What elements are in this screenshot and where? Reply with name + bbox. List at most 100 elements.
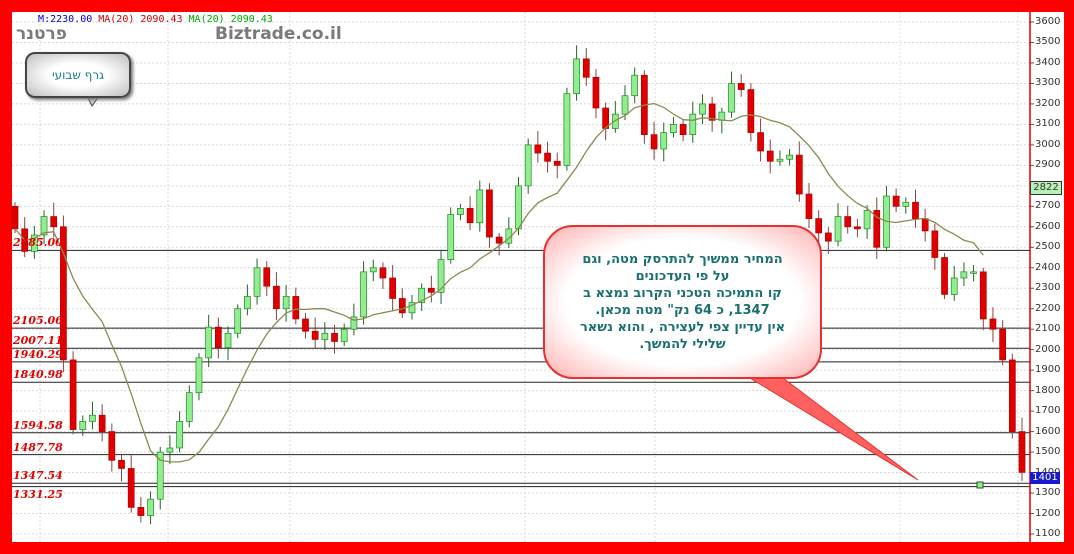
candle-down	[979, 271, 987, 320]
candle-down	[11, 205, 19, 230]
candle-up	[418, 287, 426, 303]
candle-up	[699, 103, 706, 115]
y-tick-label: 1500	[1035, 446, 1061, 458]
level-label: 2007.11	[13, 334, 63, 348]
candle-down	[931, 230, 939, 258]
candle-up	[689, 113, 697, 135]
y-tick-label: 3500	[1035, 36, 1061, 48]
candle-down	[815, 218, 823, 234]
y-tick-label: 2000	[1035, 343, 1061, 355]
candle-down	[137, 507, 145, 516]
candle-down	[98, 414, 106, 432]
candle-up	[234, 308, 242, 334]
candle-down	[118, 459, 125, 469]
y-tick-label: 3100	[1035, 118, 1061, 130]
candle-up	[573, 58, 580, 95]
level-label: 1594.58	[13, 418, 63, 432]
header-item: MA(20) 2090.43	[98, 14, 183, 25]
y-tick-label: 1200	[1035, 507, 1061, 519]
y-tick-label: 1100	[1035, 528, 1061, 539]
indicator-header: M:2230.00 MA(20) 2090.43 MA(20) 2090.43	[26, 2, 279, 26]
candle-down	[60, 226, 67, 361]
header-item: M:2230.00	[38, 14, 93, 25]
analysis-callout: המחיר ממשיך להתרסק מטה, וגם על פי העדכונ…	[543, 225, 822, 379]
candle-up	[156, 451, 164, 500]
y-tick-label: 1600	[1035, 425, 1061, 437]
candle-down	[679, 124, 687, 135]
candle-down	[214, 326, 222, 348]
candle-up	[902, 201, 910, 207]
plot-background	[12, 12, 1064, 542]
candle-up	[253, 267, 261, 297]
candle-down	[1008, 359, 1016, 432]
y-tick-label: 3600	[1035, 16, 1061, 27]
candle-up	[776, 158, 784, 162]
candle-up	[728, 83, 735, 113]
y-tick-label: 1900	[1035, 364, 1061, 376]
candle-down	[941, 257, 948, 295]
candle-up	[621, 95, 629, 115]
level-label: 2485.00	[13, 236, 63, 250]
candle-up	[408, 302, 416, 314]
marker-square	[976, 481, 984, 489]
callout-line: שלילי להמשך.	[639, 337, 726, 352]
y-tick-label: 2100	[1035, 323, 1061, 335]
candle-up	[360, 271, 367, 318]
candle-down	[331, 332, 338, 342]
candle-up	[195, 357, 203, 394]
candle-up	[40, 216, 48, 236]
candle-up	[834, 216, 842, 242]
candle-up	[166, 447, 174, 453]
candle-up	[205, 326, 213, 359]
candle-up	[350, 316, 358, 330]
candle-up	[563, 93, 571, 166]
candle-up	[321, 332, 329, 340]
candle-up	[457, 208, 464, 215]
candle-down	[379, 267, 387, 279]
candle-down	[389, 277, 396, 299]
candle-up	[31, 234, 38, 252]
support-levels	[12, 249, 1030, 488]
candle-up	[224, 332, 232, 348]
level-label: 1331.25	[13, 487, 63, 501]
candle-up	[282, 296, 290, 310]
candle-up	[611, 113, 619, 129]
level-label: 1347.54	[13, 469, 63, 483]
moving-average-line	[14, 102, 984, 463]
candle-down	[127, 468, 135, 508]
candle-down	[263, 267, 271, 287]
candle-up	[369, 267, 377, 273]
y-tick-label: 1700	[1035, 405, 1061, 417]
candle-down	[428, 287, 435, 293]
candle-down	[921, 218, 929, 232]
candle-up	[176, 421, 183, 449]
candle-up	[718, 111, 726, 121]
candle-down	[553, 160, 561, 166]
level-label: 1487.78	[13, 440, 63, 454]
level-label: 2105.06	[13, 314, 63, 328]
candle-down	[108, 431, 116, 461]
candle-up	[340, 328, 348, 342]
candle-down	[989, 318, 997, 330]
candle-up	[89, 414, 96, 422]
y-tick-label: 3000	[1035, 138, 1061, 150]
candle-down	[292, 296, 300, 320]
candle-down	[495, 236, 503, 244]
callout-line: המחיר ממשיך להתרסק מטה, וגם	[582, 252, 783, 267]
y-tick-label: 2400	[1035, 261, 1061, 273]
y-tick-label: 3300	[1035, 77, 1061, 89]
candle-down	[582, 58, 590, 78]
candle-down	[737, 83, 745, 90]
candle-down	[892, 195, 900, 207]
candle-down	[311, 330, 319, 340]
candle-down	[50, 216, 58, 228]
bubble-label: גרף שבועי	[51, 68, 105, 82]
candle-down	[544, 152, 551, 162]
candle-down	[805, 193, 813, 219]
candle-up	[863, 210, 871, 230]
header-item: MA(20) 2090.43	[188, 14, 273, 25]
candle-up	[670, 124, 677, 133]
candle-down	[398, 298, 406, 314]
level-label: 1840.98	[13, 368, 63, 382]
candle-up	[79, 421, 87, 430]
